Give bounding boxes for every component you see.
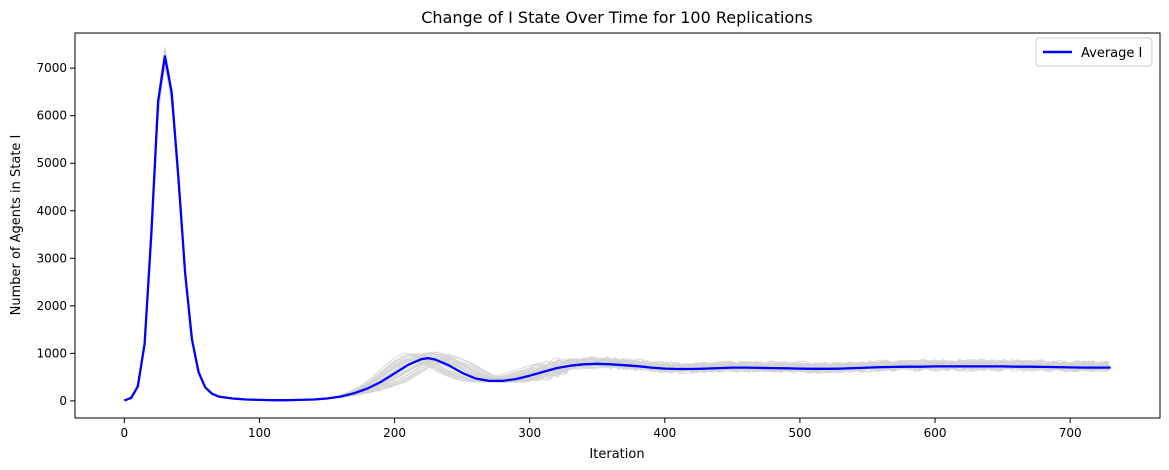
y-tick-label: 3000 — [36, 251, 67, 265]
y-tick-label: 2000 — [36, 299, 67, 313]
replication-line — [124, 52, 1110, 401]
x-tick-label: 600 — [924, 426, 947, 440]
replication-line — [124, 47, 1110, 401]
y-tick-label: 5000 — [36, 156, 67, 170]
x-tick-label: 0 — [120, 426, 128, 440]
y-axis-label: Number of Agents in State I — [9, 135, 24, 316]
legend-box — [1035, 37, 1153, 67]
replication-line — [124, 48, 1110, 401]
replication-line — [124, 48, 1110, 401]
replication-line — [124, 54, 1110, 401]
x-axis-ticks: 0 100 200 300 400 500 600 700 — [120, 418, 1082, 440]
x-tick-label: 400 — [653, 426, 676, 440]
y-tick-label: 4000 — [36, 204, 67, 218]
replication-line — [124, 49, 1110, 401]
legend-label-average: Average I — [1081, 46, 1142, 61]
plot-frame — [74, 32, 1161, 419]
y-tick-label: 7000 — [36, 61, 67, 75]
average-series — [123, 55, 1111, 402]
replication-line — [124, 54, 1110, 401]
x-tick-label: 100 — [248, 426, 271, 440]
chart-title: Change of I State Over Time for 100 Repl… — [421, 8, 813, 27]
replication-line — [124, 66, 1110, 401]
y-tick-label: 1000 — [36, 346, 67, 360]
replication-line — [124, 49, 1110, 401]
replication-line — [124, 54, 1110, 401]
y-tick-label: 6000 — [36, 109, 67, 123]
replication-line — [124, 54, 1110, 401]
replication-line — [124, 58, 1110, 401]
replication-line — [124, 56, 1110, 401]
replication-line — [124, 58, 1110, 401]
x-tick-label: 200 — [383, 426, 406, 440]
replication-line — [124, 59, 1110, 401]
replication-line — [124, 54, 1110, 401]
average-line — [123, 55, 1111, 402]
legend: Average I — [1035, 37, 1153, 67]
replication-line — [124, 53, 1110, 401]
replication-lines — [124, 47, 1110, 401]
x-tick-label: 700 — [1059, 426, 1082, 440]
replication-line — [124, 62, 1110, 401]
replication-line — [124, 56, 1110, 401]
replication-line — [124, 60, 1110, 401]
x-tick-label: 300 — [518, 426, 541, 440]
y-axis-ticks: 0 1000 2000 3000 4000 5000 6000 7000 — [36, 61, 75, 408]
x-tick-label: 500 — [788, 426, 811, 440]
replication-line — [124, 62, 1110, 401]
replication-line — [124, 50, 1110, 401]
replication-line — [124, 52, 1110, 401]
replication-line — [124, 61, 1110, 401]
replication-line — [124, 61, 1110, 401]
replication-line — [124, 49, 1110, 401]
replication-line — [124, 66, 1110, 401]
replication-line — [124, 51, 1110, 401]
replication-line — [124, 59, 1110, 401]
y-tick-label: 0 — [59, 394, 67, 408]
x-axis-label: Iteration — [589, 447, 644, 462]
replication-line — [124, 61, 1110, 401]
